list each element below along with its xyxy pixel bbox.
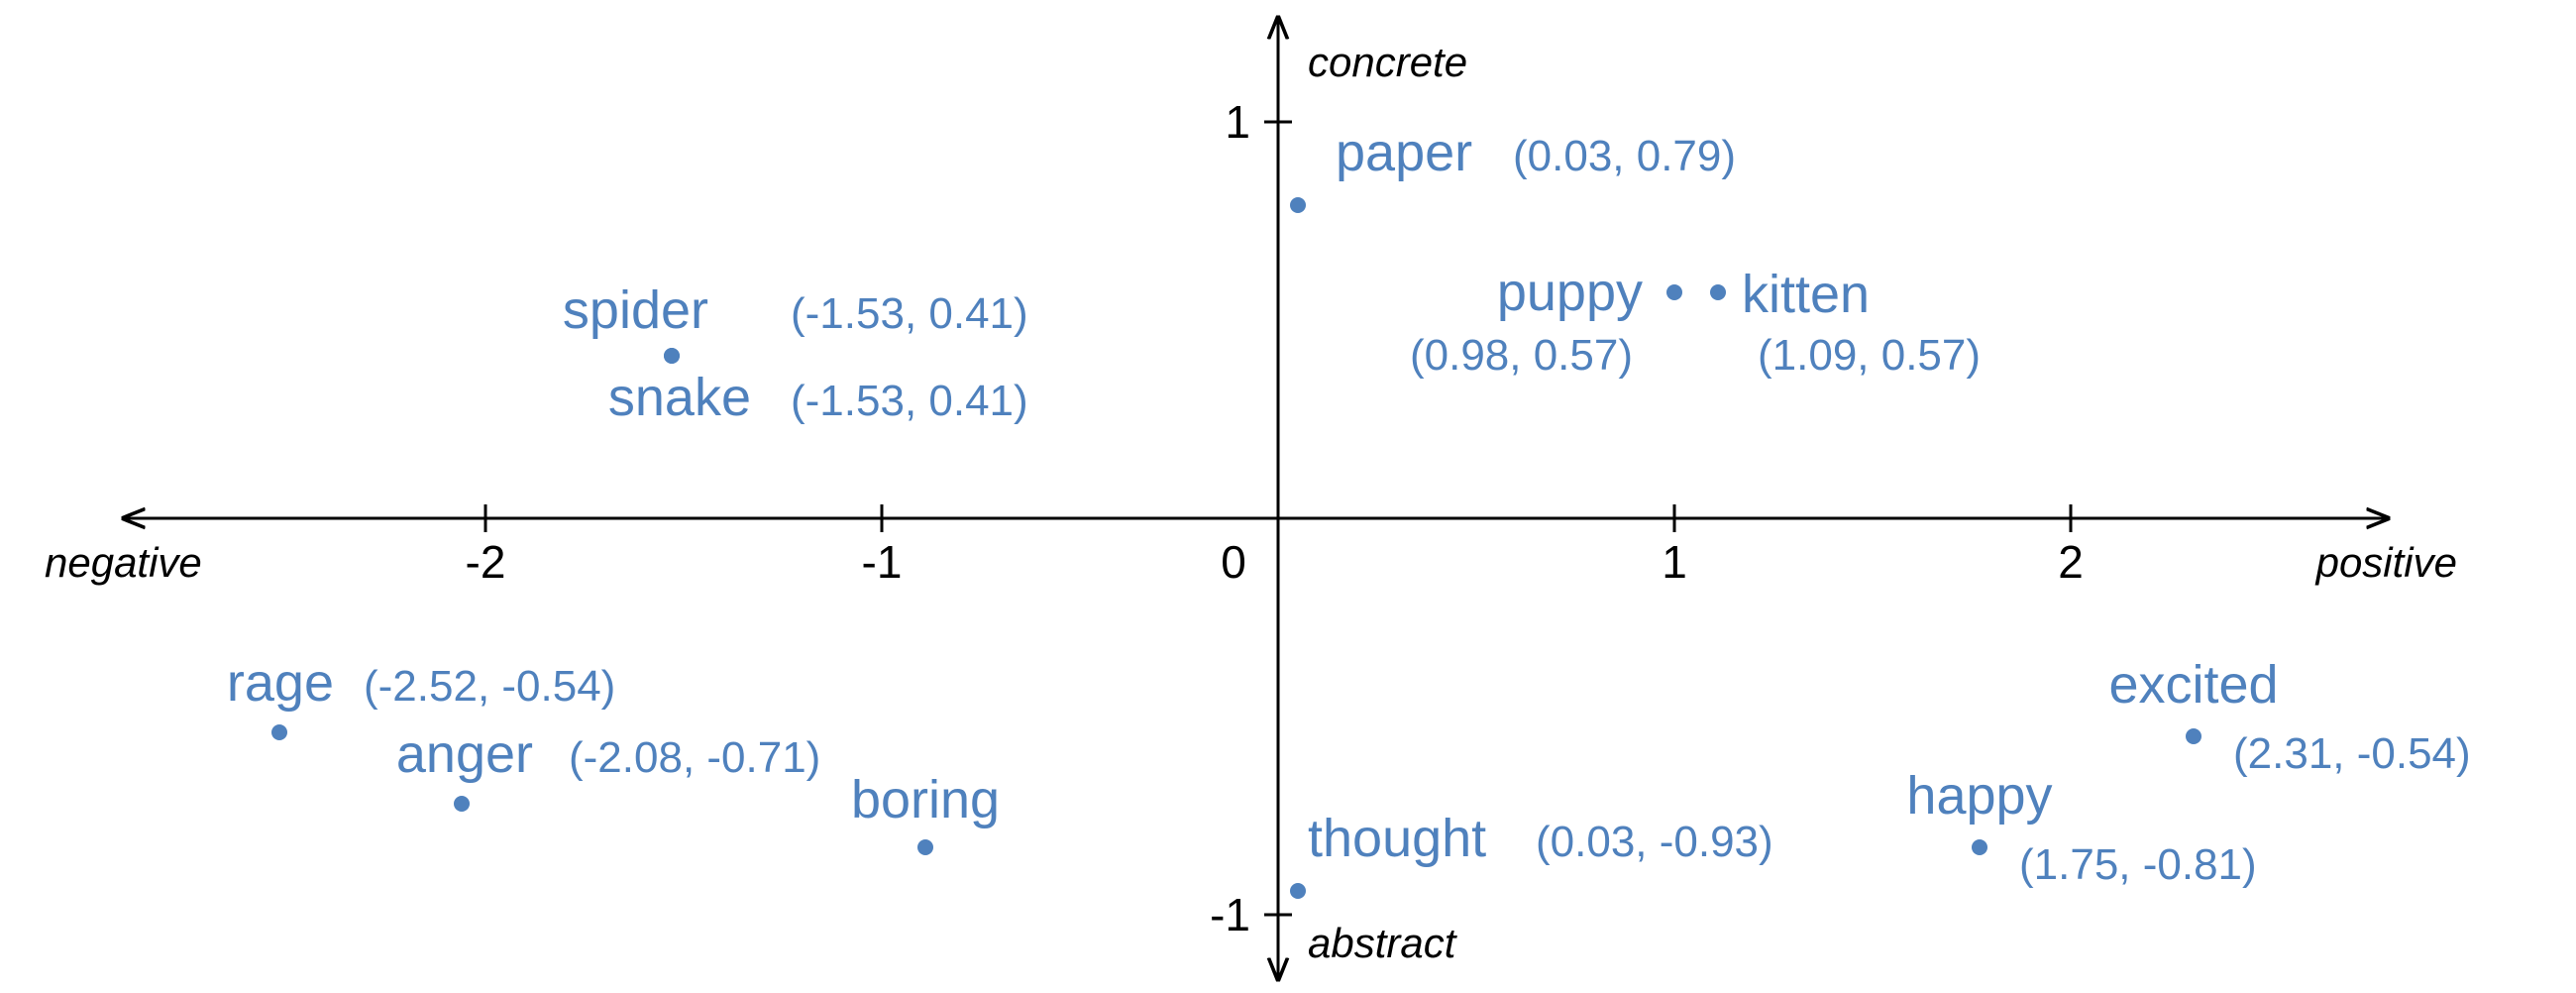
point-marker	[271, 724, 287, 740]
point-paper: paper (0.03, 0.79)	[1290, 123, 1736, 213]
point-word-label: puppy	[1497, 263, 1643, 322]
point-word-label: paper	[1336, 123, 1472, 182]
x-tick-label: -2	[466, 536, 506, 588]
point-marker	[1710, 284, 1726, 300]
point-boring: boring	[851, 770, 1000, 855]
point-word-label: spider	[563, 280, 708, 340]
point-marker	[1290, 197, 1306, 213]
point-word-label: kitten	[1742, 265, 1870, 324]
point-excited: excited (2.31, -0.54)	[2108, 655, 2470, 778]
x-tick-label: 2	[2058, 536, 2084, 588]
x-axis-negative-label: negative	[45, 539, 202, 586]
point-word-label: anger	[396, 724, 533, 784]
point-coord-label: (1.09, 0.57)	[1758, 331, 1981, 380]
point-marker	[2186, 728, 2201, 744]
y-tick-label: 1	[1225, 96, 1250, 148]
x-tick-label: 0	[1221, 536, 1246, 588]
y-axis-positive-label: concrete	[1308, 39, 1467, 85]
point-coord-label: (1.75, -0.81)	[2019, 840, 2257, 889]
point-coord-label: (-1.53, 0.41)	[791, 377, 1028, 425]
point-anger: anger (-2.08, -0.71)	[396, 724, 820, 812]
data-points: paper (0.03, 0.79)spider (-1.53, 0.41)snak…	[227, 123, 2471, 899]
point-word-label: excited	[2108, 655, 2278, 715]
point-coord-label: (0.03, -0.93)	[1536, 818, 1773, 866]
point-word-label: rage	[227, 653, 334, 713]
point-happy: happy (1.75, -0.81)	[1906, 766, 2256, 889]
point-marker	[1972, 839, 1987, 855]
ticks: -2 -1 0 1 2 1 -1	[466, 96, 2084, 940]
point-kitten: kitten (1.09, 0.57)	[1710, 265, 1981, 380]
point-coord-label: (0.03, 0.79)	[1513, 132, 1736, 180]
point-word-label: snake	[608, 368, 751, 427]
point-marker	[1290, 883, 1306, 899]
point-coord-label: (2.31, -0.54)	[2233, 729, 2471, 778]
x-tick-label: -1	[862, 536, 903, 588]
point-rage: rage (-2.52, -0.54)	[227, 653, 615, 740]
point-coord-label: (-1.53, 0.41)	[791, 289, 1028, 338]
y-tick-label: -1	[1210, 889, 1250, 940]
point-marker	[664, 348, 680, 364]
point-spider: spider (-1.53, 0.41)	[563, 280, 1028, 364]
point-word-label: happy	[1906, 766, 2052, 826]
point-puppy: puppy (0.98, 0.57)	[1410, 263, 1682, 380]
point-snake: snake (-1.53, 0.41)	[608, 348, 1028, 427]
point-marker	[454, 796, 470, 812]
y-axis-negative-label: abstract	[1308, 920, 1458, 966]
point-coord-label: (0.98, 0.57)	[1410, 331, 1633, 380]
x-axis-positive-label: positive	[2314, 539, 2457, 586]
point-thought: thought (0.03, -0.93)	[1290, 809, 1773, 899]
point-coord-label: (-2.08, -0.71)	[569, 733, 820, 782]
point-word-label: thought	[1308, 809, 1486, 868]
point-coord-label: (-2.52, -0.54)	[364, 662, 615, 711]
point-marker	[917, 839, 933, 855]
x-tick-label: 1	[1662, 536, 1687, 588]
point-word-label: boring	[851, 770, 1000, 829]
axes: negative positive concrete abstract	[45, 18, 2457, 979]
point-marker	[1666, 284, 1682, 300]
